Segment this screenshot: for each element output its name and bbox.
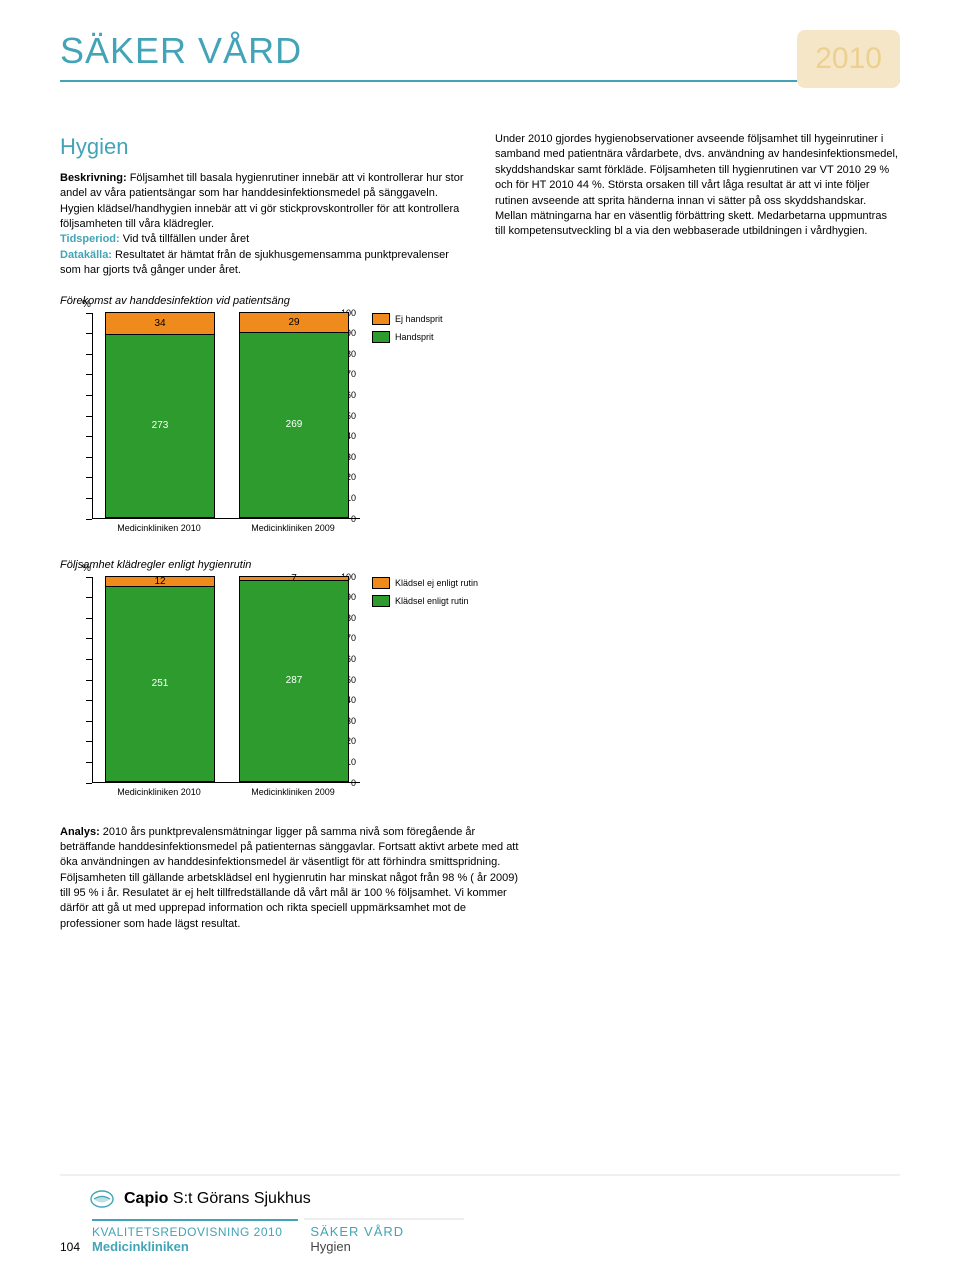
datakalla-para: Datakälla: Resultatet är hämtat från de … [60,248,465,279]
tidsperiod-text: Vid två tillfällen under året [120,233,249,245]
analys-para: Analys: 2010 års punktprevalensmätningar… [60,825,522,933]
left-column: Hygien Beskrivning: Följsamhet till basa… [60,132,465,279]
chart2: %0102030405060708090100251122877Medicink… [60,577,900,807]
beskrivning-label: Beskrivning: [60,172,127,184]
chart1: %01020304050607080901002733426929Medicin… [60,313,900,543]
capio-logo-icon [90,1190,114,1208]
plot-area: 251122877 [92,577,360,783]
footer-logo-text: Capio S:t Görans Sjukhus [124,1190,311,1208]
footer-col-left: KVALITETSREDOVISNING 2010 Medicinklinike… [92,1219,298,1254]
bar: 26929 [239,312,349,518]
page-number: 104 [60,1240,80,1254]
footer-logo-name: Capio [124,1190,168,1207]
legend-label: Klädsel enligt rutin [395,596,469,606]
legend-item: Klädsel ej enligt rutin [372,577,478,589]
y-axis-label: % [82,299,91,310]
bar-segment-bottom: 269 [239,332,349,517]
tidsperiod-para: Tidsperiod: Vid två tillfällen under åre… [60,232,465,247]
footer-clinic: Medicinkliniken [92,1239,282,1254]
x-label: Medicinkliniken 2009 [226,519,360,543]
bar: 2877 [239,576,349,782]
legend-label: Klädsel ej enligt rutin [395,578,478,588]
legend-item: Handsprit [372,331,443,343]
footer-rule [60,1174,900,1176]
beskrivning-para: Beskrivning: Följsamhet till basala hygi… [60,171,465,233]
analys-text: 2010 års punktprevalensmätningar ligger … [60,826,518,930]
bar: 27334 [105,312,215,518]
bar-segment-bottom: 287 [239,580,349,782]
chart1-legend: Ej handsprit Handsprit [372,313,443,349]
section-title: Hygien [60,132,465,163]
chart2-legend: Klädsel ej enligt rutin Klädsel enligt ru… [372,577,478,613]
footer-right-title: SÄKER VÅRD [310,1224,404,1239]
plot-area: 2733426929 [92,313,360,519]
legend-swatch [372,595,390,607]
y-axis-label: % [82,563,91,574]
legend-item: Ej handsprit [372,313,443,325]
x-label: Medicinkliniken 2010 [92,783,226,807]
tidsperiod-label: Tidsperiod: [60,233,120,245]
bar-segment-top: 34 [105,312,215,335]
page-header: SÄKER VÅRD 2010 [60,30,900,82]
bar-segment-top: 7 [239,576,349,580]
right-paragraph: Under 2010 gjordes hygienobservationer a… [495,132,900,240]
legend-label: Handsprit [395,332,434,342]
legend-swatch [372,577,390,589]
datakalla-label: Datakälla: [60,249,112,261]
bar-segment-bottom: 273 [105,334,215,517]
legend-item: Klädsel enligt rutin [372,595,478,607]
chart1-plot: %01020304050607080901002733426929Medicin… [60,313,360,543]
x-labels: Medicinkliniken 2010Medicinkliniken 2009 [92,783,360,807]
chart1-title: Förekomst av handdesinfektion vid patien… [60,295,900,307]
page-footer: Capio S:t Görans Sjukhus 104 KVALITETSRE… [60,1144,900,1254]
legend-swatch [372,331,390,343]
bar-segment-top: 29 [239,312,349,333]
footer-logo-sub: S:t Görans Sjukhus [173,1190,311,1207]
header-title: SÄKER VÅRD [60,30,900,82]
chart2-plot: %0102030405060708090100251122877Medicink… [60,577,360,807]
right-column: Under 2010 gjordes hygienobservationer a… [495,132,900,279]
bar-segment-top: 12 [105,576,215,586]
x-label: Medicinkliniken 2010 [92,519,226,543]
footer-meta: 104 KVALITETSREDOVISNING 2010 Medicinkli… [60,1218,900,1254]
legend-label: Ej handsprit [395,314,443,324]
x-label: Medicinkliniken 2009 [226,783,360,807]
x-labels: Medicinkliniken 2010Medicinkliniken 2009 [92,519,360,543]
bar-segment-bottom: 251 [105,586,215,782]
chart2-title: Följsamhet klädregler enligt hygienrutin [60,559,900,571]
bar: 25112 [105,576,215,782]
footer-logo: Capio S:t Görans Sjukhus [90,1190,900,1208]
datakalla-text: Resultatet är hämtat från de sjukhusgeme… [60,249,449,276]
year-badge: 2010 [797,30,900,88]
footer-col-right: SÄKER VÅRD Hygien [304,1218,464,1254]
legend-swatch [372,313,390,325]
footer-kv: KVALITETSREDOVISNING 2010 [92,1225,282,1239]
footer-right-sub: Hygien [310,1239,404,1254]
analys-label: Analys: [60,826,100,838]
